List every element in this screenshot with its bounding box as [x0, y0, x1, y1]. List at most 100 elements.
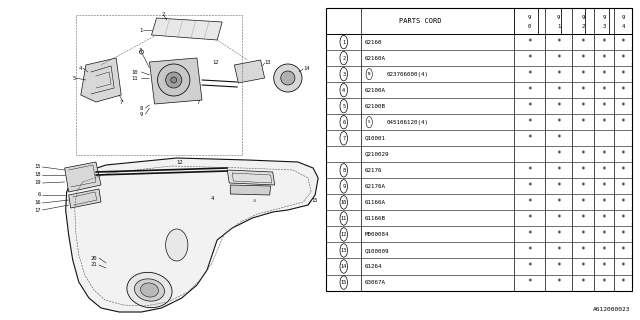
Text: *: * [527, 118, 532, 127]
Text: Q10001: Q10001 [365, 136, 385, 141]
Polygon shape [152, 18, 222, 40]
Text: *: * [581, 102, 586, 111]
Text: *: * [581, 37, 586, 47]
Text: 7: 7 [119, 100, 122, 105]
Text: *: * [581, 198, 586, 207]
Text: 1: 1 [342, 40, 346, 44]
Text: *: * [621, 53, 625, 63]
Text: *: * [527, 166, 532, 175]
Text: *: * [581, 278, 586, 287]
Bar [561, 8, 585, 34]
Text: *: * [556, 37, 561, 47]
Text: *: * [602, 86, 606, 95]
Text: *: * [602, 70, 606, 79]
Text: *: * [621, 246, 625, 255]
Text: 15: 15 [340, 280, 347, 285]
Text: *: * [527, 70, 532, 79]
Text: 6: 6 [37, 193, 40, 197]
Text: *: * [527, 198, 532, 207]
Polygon shape [81, 58, 121, 102]
Text: *: * [527, 246, 532, 255]
Text: 14: 14 [303, 66, 310, 70]
Text: Q100009: Q100009 [365, 248, 389, 253]
Text: 5: 5 [73, 76, 76, 81]
Text: *: * [556, 53, 561, 63]
Text: 1: 1 [557, 24, 560, 29]
Text: *: * [556, 70, 561, 79]
Text: N: N [368, 72, 371, 76]
Text: 1: 1 [140, 28, 143, 33]
Text: 10: 10 [340, 200, 347, 205]
Text: *: * [621, 214, 625, 223]
Text: 045106120(4): 045106120(4) [387, 120, 428, 125]
Text: 15: 15 [311, 197, 317, 203]
Text: *: * [602, 53, 606, 63]
Text: *: * [621, 230, 625, 239]
Text: *: * [581, 246, 586, 255]
Text: *: * [527, 230, 532, 239]
Text: S: S [368, 120, 371, 124]
Text: *: * [581, 118, 586, 127]
Text: *: * [556, 262, 561, 271]
Text: 9: 9 [140, 111, 143, 116]
Text: 4: 4 [621, 24, 625, 29]
Text: *: * [602, 150, 606, 159]
Polygon shape [230, 185, 271, 195]
Text: *: * [527, 53, 532, 63]
Text: *: * [527, 86, 532, 95]
Ellipse shape [166, 229, 188, 261]
Text: 7: 7 [197, 100, 200, 105]
Circle shape [274, 64, 302, 92]
Text: M000084: M000084 [365, 232, 389, 237]
Circle shape [281, 71, 295, 85]
Text: *: * [602, 262, 606, 271]
Text: 13: 13 [264, 60, 271, 65]
Text: 4: 4 [342, 88, 346, 93]
Text: 023706000(4): 023706000(4) [387, 72, 428, 76]
Text: 62160A: 62160A [365, 56, 385, 60]
Text: *: * [621, 37, 625, 47]
Text: 21: 21 [90, 262, 97, 268]
Text: *: * [527, 182, 532, 191]
Bar [585, 8, 609, 34]
Bar [515, 8, 538, 34]
Text: 7: 7 [342, 136, 346, 141]
Text: *: * [581, 86, 586, 95]
Text: *: * [621, 262, 625, 271]
Text: a: a [253, 197, 256, 203]
Text: *: * [621, 166, 625, 175]
Text: *: * [527, 134, 532, 143]
Text: *: * [621, 198, 625, 207]
Text: 5: 5 [342, 104, 346, 109]
Text: 62100A: 62100A [365, 88, 385, 93]
Text: *: * [621, 182, 625, 191]
Text: *: * [602, 118, 606, 127]
Text: *: * [602, 214, 606, 223]
Text: 2: 2 [582, 24, 585, 29]
Text: 9: 9 [557, 15, 560, 20]
Text: 14: 14 [340, 264, 347, 269]
Text: *: * [621, 70, 625, 79]
Text: *: * [602, 37, 606, 47]
Text: *: * [527, 214, 532, 223]
Text: Q210029: Q210029 [365, 152, 389, 157]
Text: 4: 4 [79, 66, 82, 70]
Text: 62160: 62160 [365, 40, 382, 44]
Text: *: * [527, 102, 532, 111]
Ellipse shape [127, 272, 172, 308]
Text: *: * [602, 102, 606, 111]
Text: *: * [527, 37, 532, 47]
Polygon shape [68, 189, 101, 208]
Text: *: * [621, 86, 625, 95]
Text: *: * [602, 198, 606, 207]
Text: *: * [556, 150, 561, 159]
Text: 12: 12 [212, 60, 219, 65]
Text: *: * [602, 230, 606, 239]
Text: 13: 13 [340, 248, 347, 253]
Text: *: * [621, 118, 625, 127]
Text: *: * [527, 262, 532, 271]
Text: *: * [556, 230, 561, 239]
Text: 61166A: 61166A [365, 200, 385, 205]
Text: PARTS CORD: PARTS CORD [399, 18, 442, 24]
Polygon shape [150, 58, 202, 104]
